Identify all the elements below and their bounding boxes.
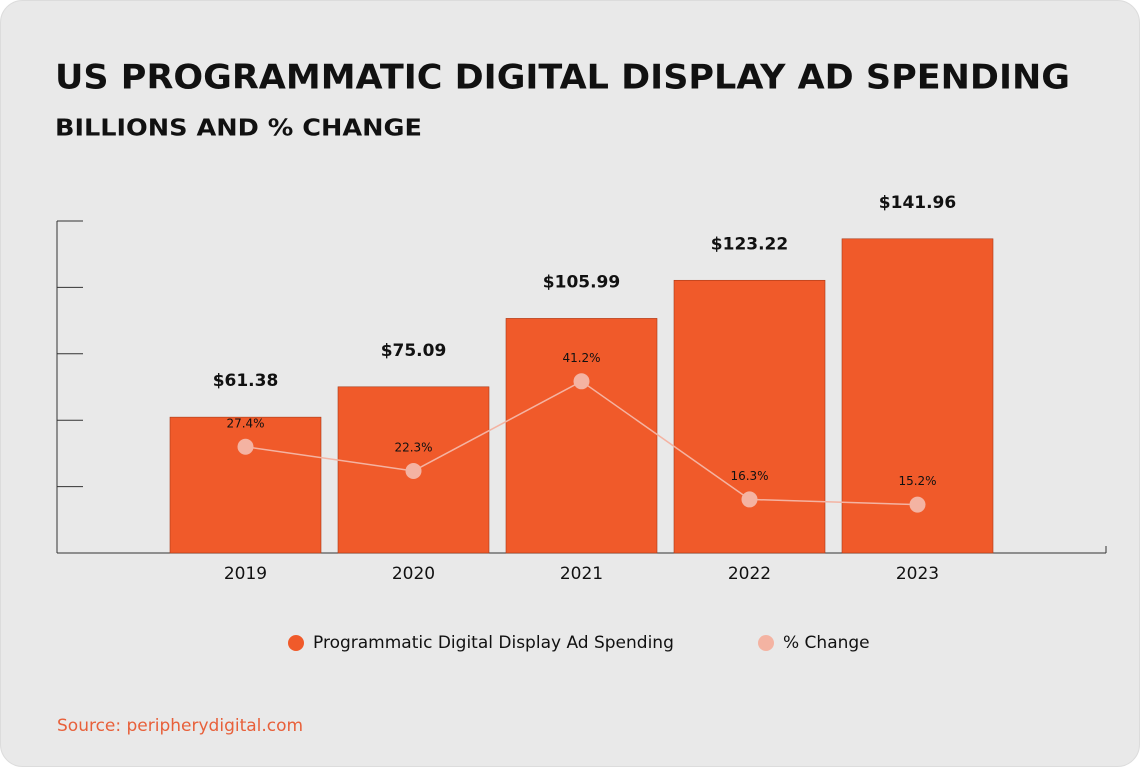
x-tick-label: 2022 <box>728 564 771 584</box>
bar <box>673 279 826 554</box>
bar-value-label: $61.38 <box>213 371 279 391</box>
legend-label: Programmatic Digital Display Ad Spending <box>313 633 674 653</box>
chart-subtitle: BILLIONS AND % CHANGE <box>55 116 422 142</box>
change-point <box>405 462 422 479</box>
bar-value-label: $75.09 <box>381 341 447 361</box>
change-point <box>573 373 590 390</box>
change-label: 16.3% <box>730 469 768 483</box>
change-point <box>741 491 758 508</box>
bar <box>505 318 658 554</box>
change-label: 27.4% <box>226 416 264 430</box>
legend-label: % Change <box>783 633 870 653</box>
change-point <box>909 496 926 513</box>
change-label: 41.2% <box>562 351 600 365</box>
legend-marker <box>758 635 774 651</box>
source: Source: peripherydigital.com <box>57 716 303 736</box>
change-label: 22.3% <box>394 440 432 454</box>
chart-title: US PROGRAMMATIC DIGITAL DISPLAY AD SPEND… <box>55 58 1070 98</box>
x-tick-label: 2021 <box>560 564 603 584</box>
legend-marker <box>288 635 304 651</box>
bar <box>169 416 322 554</box>
x-tick-label: 2023 <box>896 564 939 584</box>
change-point <box>237 438 254 455</box>
bar-value-label: $141.96 <box>879 193 956 213</box>
x-tick-label: 2019 <box>224 564 267 584</box>
change-label: 15.2% <box>898 474 936 488</box>
bar-value-label: $123.22 <box>711 234 788 254</box>
x-tick-label: 2020 <box>392 564 435 584</box>
bar-value-label: $105.99 <box>543 272 620 292</box>
